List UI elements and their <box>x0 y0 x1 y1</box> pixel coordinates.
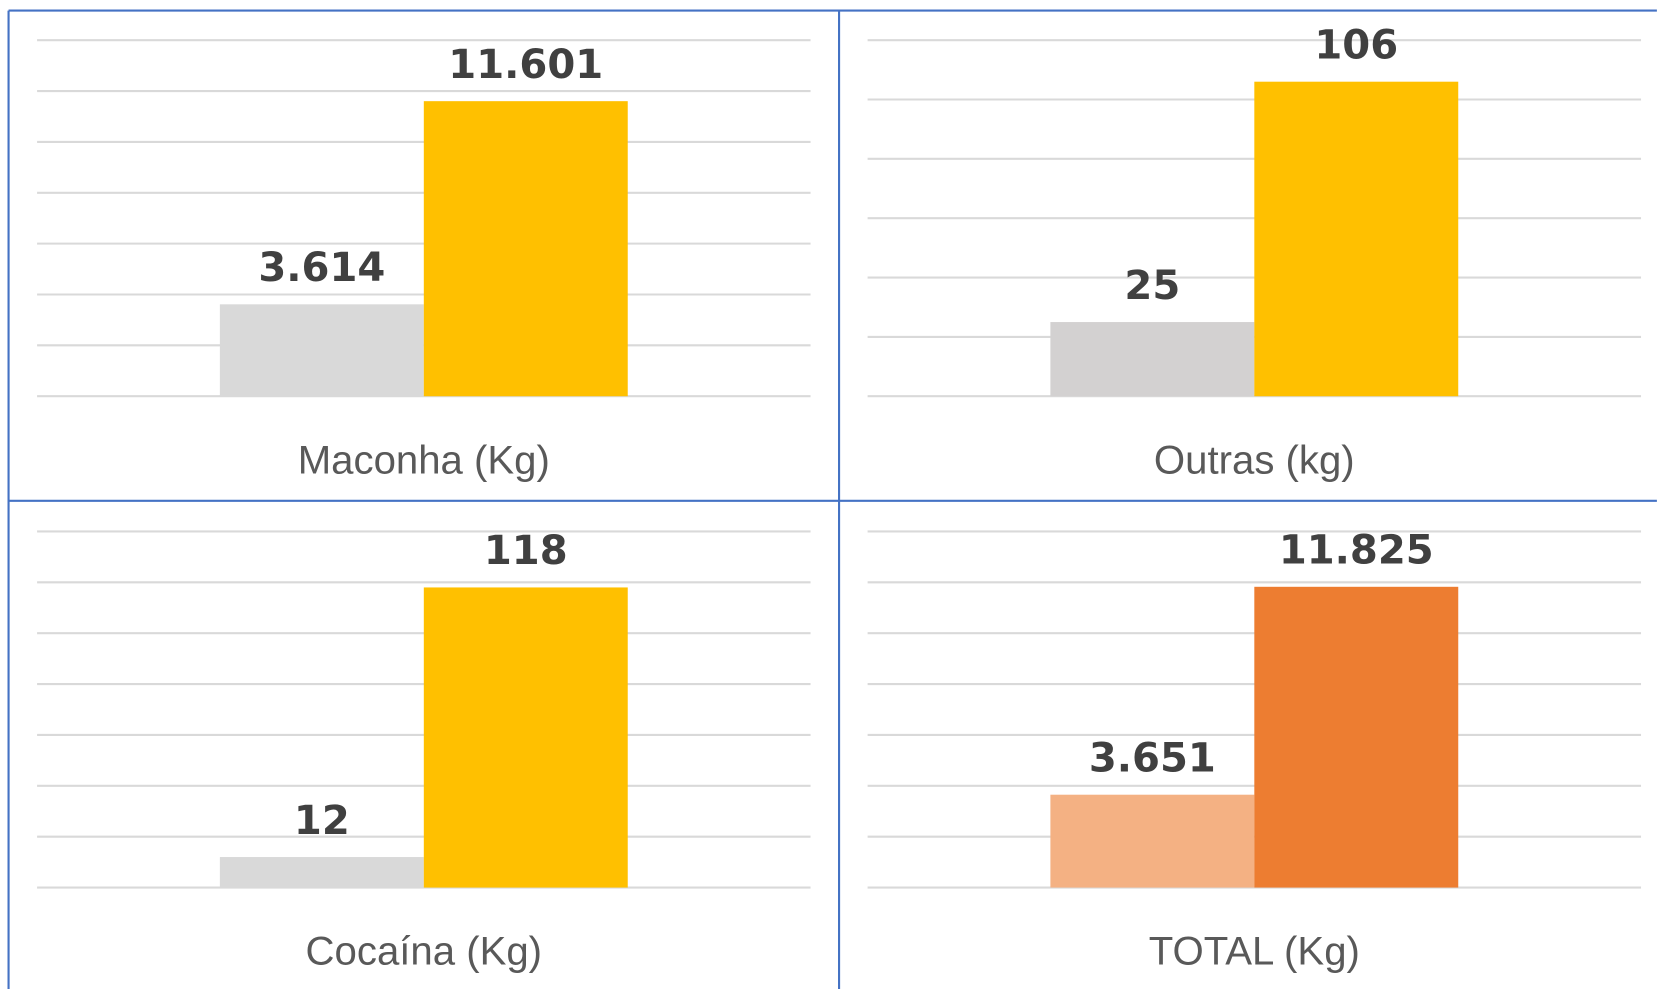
x-axis-label: TOTAL (Kg) <box>1149 929 1360 974</box>
data-label: 11.825 <box>1279 528 1434 574</box>
data-label: 12 <box>294 798 350 844</box>
data-label: 3.614 <box>258 245 385 291</box>
bar <box>1254 586 1459 888</box>
bar <box>1254 81 1459 397</box>
data-label: 106 <box>1314 22 1398 68</box>
data-label: 3.651 <box>1089 735 1216 781</box>
x-axis-label: Maconha (Kg) <box>298 437 550 482</box>
data-label: 118 <box>484 528 568 574</box>
panel-borders <box>7 9 1657 989</box>
data-label: 25 <box>1124 263 1180 309</box>
bar <box>423 101 628 397</box>
data-label: 11.601 <box>448 42 603 88</box>
bar <box>1050 322 1255 397</box>
bar <box>219 857 424 888</box>
bar <box>1050 794 1255 888</box>
bar <box>423 587 628 888</box>
x-axis-label: Cocaína (Kg) <box>306 929 542 974</box>
bar <box>219 304 424 397</box>
x-axis-label: Outras (kg) <box>1154 437 1355 482</box>
